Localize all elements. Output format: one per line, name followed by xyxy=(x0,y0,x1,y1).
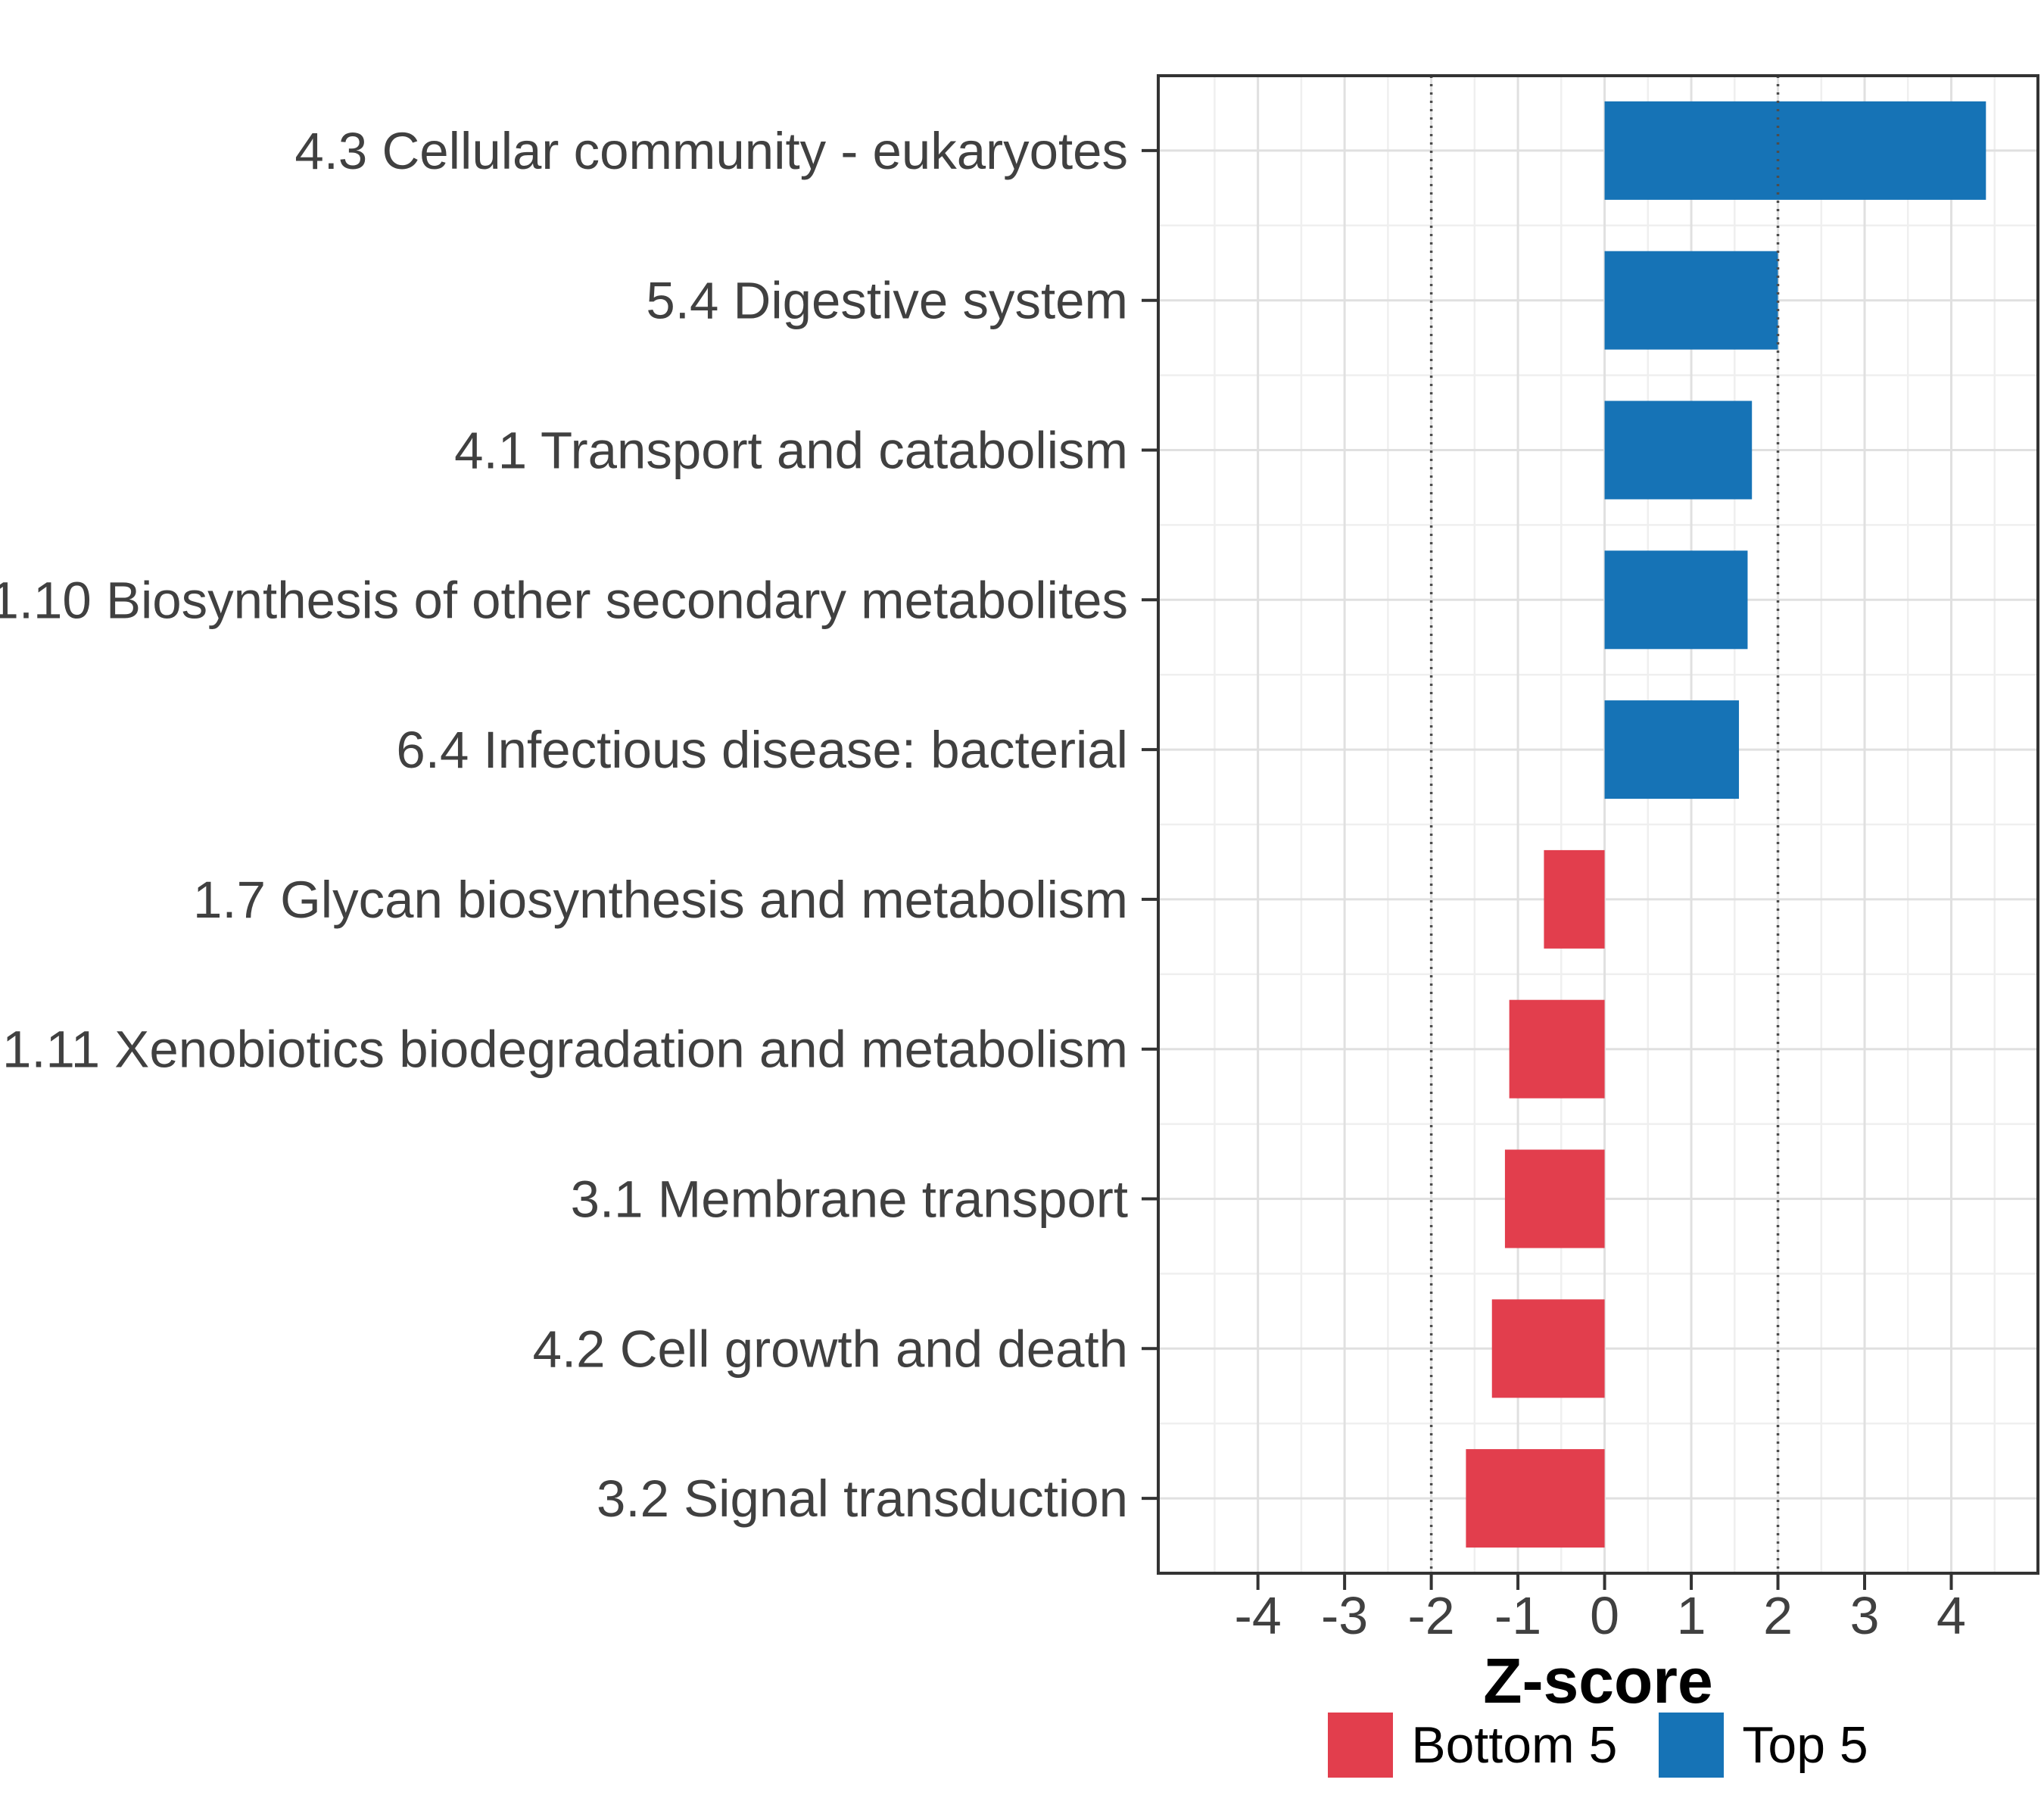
bar xyxy=(1604,700,1740,799)
category-label: 6.4 Infectious disease: bacterial xyxy=(396,721,1128,779)
x-tick-label: 4 xyxy=(1937,1586,1966,1645)
bar xyxy=(1504,1149,1605,1248)
legend-item-top5: Top 5 xyxy=(1659,1713,1868,1778)
legend: Bottom 5 Top 5 xyxy=(1158,1713,2038,1778)
x-tick-label: -2 xyxy=(1407,1586,1454,1645)
category-label: 1.7 Glycan biosynthesis and metabolism xyxy=(193,871,1128,929)
x-tick-label: -4 xyxy=(1235,1586,1282,1645)
category-label: 3.1 Membrane transport xyxy=(571,1170,1128,1229)
legend-label-bottom5: Bottom 5 xyxy=(1411,1716,1618,1774)
bar xyxy=(1604,101,1986,200)
bar xyxy=(1544,849,1605,949)
x-tick-label: 1 xyxy=(1677,1586,1706,1645)
bar xyxy=(1604,550,1748,650)
category-label: 1.11 Xenobiotics biodegradation and meta… xyxy=(2,1021,1128,1079)
bar xyxy=(1604,251,1778,350)
x-tick-label: 3 xyxy=(1850,1586,1880,1645)
legend-item-bottom5: Bottom 5 xyxy=(1328,1713,1617,1778)
x-tick-label: -3 xyxy=(1321,1586,1368,1645)
bar xyxy=(1604,400,1753,500)
x-tick-label: -1 xyxy=(1494,1586,1541,1645)
bar xyxy=(1491,1299,1605,1398)
category-label: 4.2 Cell growth and death xyxy=(533,1320,1128,1378)
legend-swatch-top5-icon xyxy=(1659,1713,1725,1778)
category-label: 3.2 Signal transduction xyxy=(597,1469,1128,1528)
category-label: 1.10 Biosynthesis of other secondary met… xyxy=(0,571,1128,629)
panel-border xyxy=(1157,74,2039,1575)
bar xyxy=(1466,1449,1605,1548)
category-label: 4.3 Cellular community - eukaryotes xyxy=(294,122,1128,180)
x-axis-title: Z-score xyxy=(1483,1645,1713,1716)
x-tick-label: 0 xyxy=(1590,1586,1619,1645)
category-label: 4.1 Transport and catabolism xyxy=(454,422,1128,480)
x-tick-label: 2 xyxy=(1763,1586,1793,1645)
legend-label-top5: Top 5 xyxy=(1742,1716,1868,1774)
category-label: 5.4 Digestive system xyxy=(646,272,1128,330)
bar xyxy=(1509,999,1605,1099)
legend-swatch-bottom5-icon xyxy=(1328,1713,1394,1778)
